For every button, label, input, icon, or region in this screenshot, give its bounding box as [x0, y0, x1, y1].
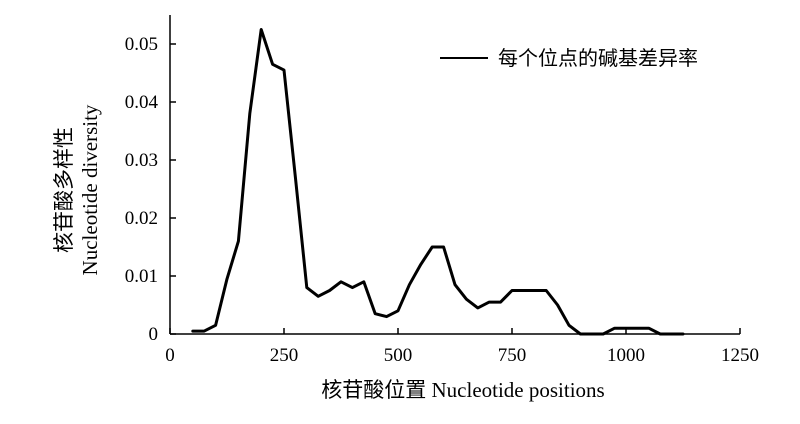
y-axis-ticks: 0 0.01 0.02 0.03 0.04 0.05: [125, 34, 176, 345]
y-axis-title: 核苷酸多样性 Nucleotide diversity: [52, 104, 102, 275]
axes: [169, 15, 740, 335]
x-tick-label: 1250: [721, 345, 759, 366]
y-tick-label: 0.05: [125, 34, 158, 55]
x-tick-label: 1000: [607, 345, 645, 366]
y-axis-title-en: Nucleotide diversity: [78, 104, 102, 275]
x-tick-label: 500: [384, 345, 413, 366]
y-tick-label: 0: [149, 324, 159, 345]
x-tick-label: 750: [498, 345, 527, 366]
y-tick-label: 0.02: [125, 208, 158, 229]
series-line: [191, 28, 685, 336]
series-group: [191, 28, 685, 336]
y-axis-title-cn: 核苷酸多样性: [52, 127, 76, 253]
x-tick-label: 0: [165, 345, 175, 366]
x-axis-ticks: 0 250 500 750 1000 1250: [165, 328, 759, 366]
y-tick-label: 0.01: [125, 266, 158, 287]
y-tick-label: 0.03: [125, 150, 158, 171]
y-tick-label: 0.04: [125, 92, 159, 113]
x-tick-label: 250: [270, 345, 299, 366]
legend: 每个位点的碱基差异率: [440, 46, 698, 70]
legend-label: 每个位点的碱基差异率: [498, 46, 698, 70]
x-axis-title: 核苷酸位置 Nucleotide positions: [321, 378, 604, 402]
